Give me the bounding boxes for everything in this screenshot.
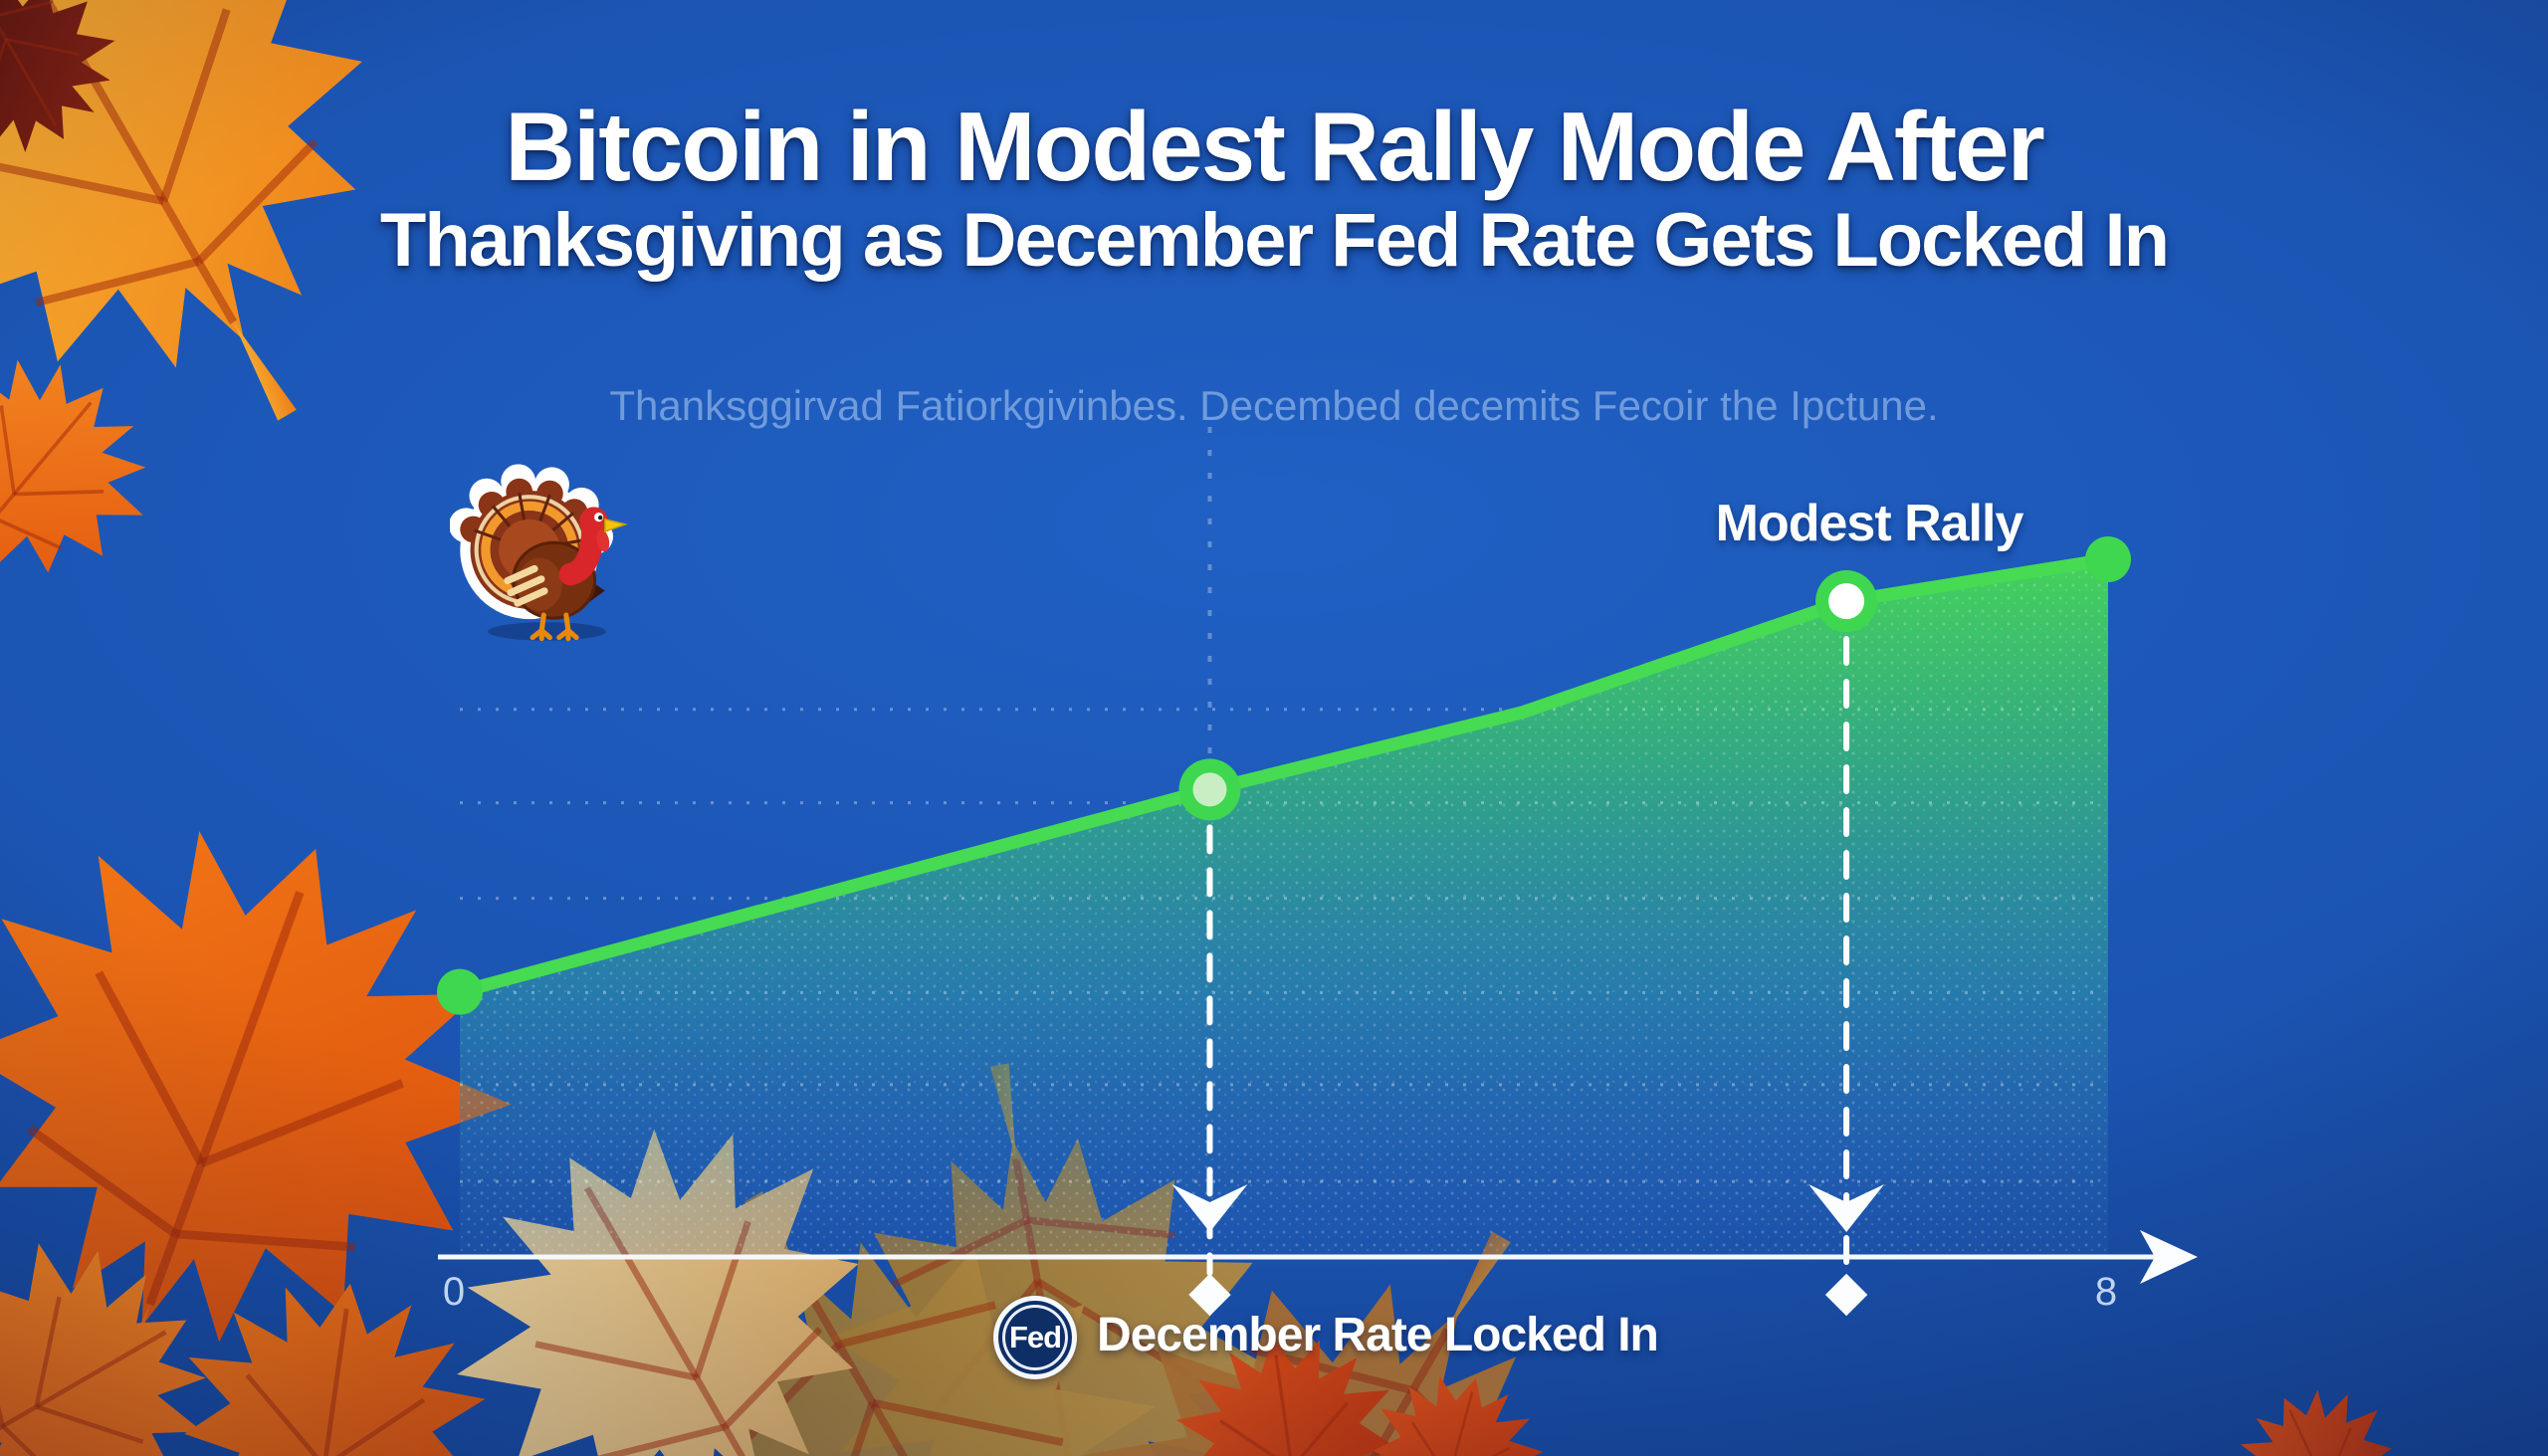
- x-axis-tick-0: 0: [442, 1270, 466, 1314]
- x-axis-tick-8: 8: [2094, 1270, 2118, 1314]
- turkey-icon: [450, 464, 628, 642]
- trend-line: [453, 552, 2115, 999]
- headline-line-1: Bitcoin in Modest Rally Mode After: [505, 92, 2044, 201]
- december-rate-label: December Rate Locked In: [1097, 1309, 1659, 1361]
- x-axis: [438, 1230, 2198, 1284]
- annotation-guides: [1171, 427, 1885, 1317]
- gridlines: [460, 708, 2108, 1183]
- headline-line-2: Thanksgiving as December Fed Rate Gets L…: [379, 197, 2170, 283]
- headline: Bitcoin in Modest Rally Mode After Thank…: [129, 92, 2419, 283]
- fed-badge-label: Fed: [1008, 1320, 1062, 1354]
- fed-badge: Fed: [993, 1296, 1077, 1379]
- data-point-markers: [437, 536, 2131, 1015]
- modest-rally-label: Modest Rally: [1715, 495, 2024, 552]
- subtitle-text: Thanksggirvad Fatiorkgivinbes. Decembed …: [609, 382, 1939, 429]
- area-fill: [460, 559, 2108, 1257]
